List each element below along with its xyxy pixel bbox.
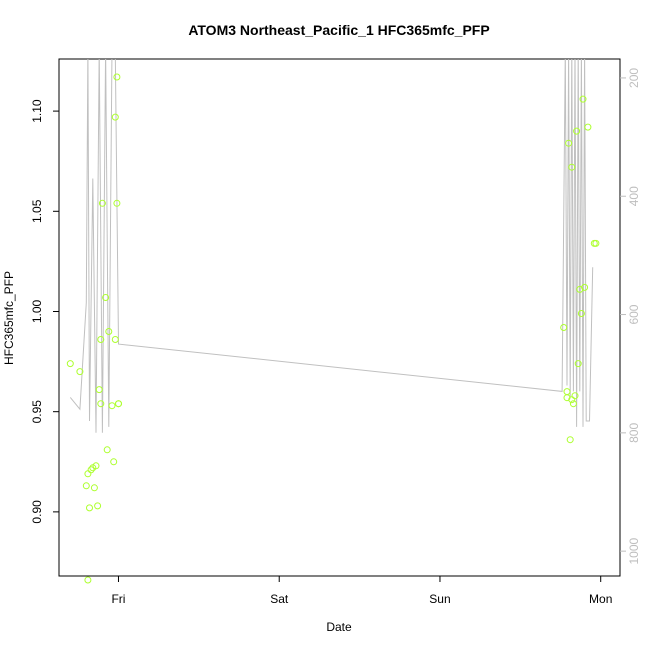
- data-point: [577, 310, 585, 317]
- y2-tick-label: 400: [627, 186, 641, 206]
- data-point: [110, 458, 118, 466]
- data-point: [568, 163, 576, 171]
- altitude-line: [69, 59, 594, 433]
- data-point: [82, 482, 90, 490]
- data-point: [103, 446, 111, 454]
- data-point: [563, 388, 571, 396]
- x-tick-label: Fri: [111, 592, 125, 606]
- data-point: [87, 466, 95, 474]
- data-point: [113, 199, 121, 207]
- data-point: [115, 400, 122, 408]
- y-tick-label: 1.00: [30, 299, 44, 323]
- x-axis-label: Date: [326, 620, 352, 634]
- data-point: [66, 360, 74, 368]
- data-point: [573, 127, 581, 135]
- data-point: [97, 336, 105, 343]
- x-axis: Fri Sat Sun Mon: [111, 576, 612, 606]
- data-point: [84, 576, 92, 584]
- data-point: [560, 324, 568, 331]
- plot-frame: [58, 58, 621, 577]
- data-point: [105, 328, 113, 335]
- data-point: [584, 123, 592, 131]
- data-point: [90, 484, 98, 492]
- y-tick-label: 1.05: [30, 199, 44, 223]
- data-point: [113, 73, 121, 81]
- chart-title: ATOM3 Northeast_Pacific_1 HFC365mfc_PFP: [188, 22, 489, 38]
- data-point: [108, 402, 116, 410]
- right-altitude-axis: 200 400 600 800 1000: [620, 68, 641, 565]
- data-point: [592, 239, 600, 247]
- data-point: [569, 400, 577, 408]
- y2-tick-label: 800: [627, 423, 641, 443]
- data-point: [102, 294, 110, 301]
- y2-tick-label: 200: [627, 68, 641, 88]
- y-tick-label: 0.95: [30, 400, 44, 424]
- y-axis: 0.90 0.95 1.00 1.05 1.10: [30, 99, 59, 524]
- x-tick-label: Sat: [270, 592, 289, 606]
- y2-tick-label: 600: [627, 304, 641, 324]
- data-point: [111, 113, 119, 121]
- data-point: [84, 470, 92, 478]
- data-point: [579, 95, 587, 103]
- y-tick-label: 1.10: [30, 99, 44, 123]
- data-point: [97, 400, 105, 408]
- y-axis-label: HFC365mfc_PFP: [2, 271, 16, 365]
- data-point: [76, 368, 84, 376]
- data-point: [95, 386, 103, 394]
- y-tick-label: 0.90: [30, 500, 44, 524]
- data-point: [581, 283, 589, 291]
- points-layer: [66, 73, 600, 584]
- data-point: [98, 199, 106, 207]
- data-point: [86, 504, 93, 512]
- data-point: [565, 139, 573, 147]
- altitude-line-layer: [69, 59, 594, 433]
- data-point: [94, 502, 102, 510]
- x-tick-label: Mon: [589, 592, 612, 606]
- data-point: [571, 392, 579, 400]
- data-point: [574, 360, 582, 368]
- data-point: [566, 436, 574, 444]
- data-point: [92, 462, 100, 470]
- data-point: [111, 336, 119, 343]
- y2-tick-label: 1000: [627, 537, 641, 564]
- x-tick-label: Sun: [429, 592, 450, 606]
